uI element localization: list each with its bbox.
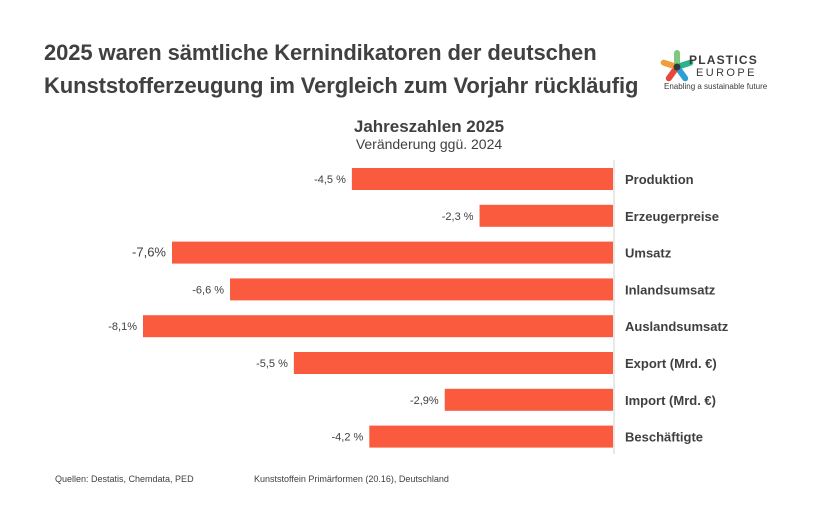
value-label: -6,6 % <box>192 284 224 296</box>
value-label: -2,3 % <box>442 211 474 223</box>
value-label: -7,6% <box>132 245 166 260</box>
value-label: -4,5 % <box>314 174 346 186</box>
chart-subtitle: Veränderung ggü. 2024 <box>355 136 503 152</box>
value-label: -5,5 % <box>256 358 288 370</box>
page-title-line-1: 2025 waren sämtliche Kernindikatoren der… <box>44 40 597 65</box>
bar <box>369 425 613 448</box>
category-label: Umsatz <box>625 246 672 261</box>
value-label: -8,1% <box>108 321 137 333</box>
category-label: Produktion <box>625 172 694 187</box>
page-title: 2025 waren sämtliche Kernindikatoren der… <box>44 36 638 102</box>
value-label: -4,2 % <box>331 432 363 444</box>
bar <box>143 315 613 338</box>
bar <box>444 388 613 411</box>
logo-petal <box>665 67 678 82</box>
category-label: Import (Mrd. €) <box>625 393 716 408</box>
category-label: Export (Mrd. €) <box>625 356 717 371</box>
footer-sources: Quellen: Destatis, Chemdata, PED <box>55 474 194 484</box>
value-label: -2,9% <box>410 395 439 407</box>
chart-title: Jahreszahlen 2025 <box>353 117 505 136</box>
category-label: Inlandsumsatz <box>625 282 716 297</box>
bar <box>172 241 614 264</box>
bar <box>293 352 613 374</box>
logo-tagline: Enabling a sustainable future <box>664 82 768 91</box>
star-logo-icon <box>660 50 694 82</box>
logo-petal <box>660 59 677 69</box>
plastics-europe-logo: PLASTICS EUROPE Enabling a sustainable f… <box>660 48 800 98</box>
logo-petal <box>676 67 689 82</box>
bar <box>351 168 613 190</box>
category-label: Auslandsumsatz <box>625 319 729 334</box>
page-title-line-2: Kunststofferzeugung im Vergleich zum Vor… <box>44 73 639 98</box>
logo-name-line-2: EUROPE <box>696 67 757 79</box>
category-label: Erzeugerpreise <box>625 209 719 224</box>
bar <box>230 278 613 301</box>
bar <box>479 204 613 227</box>
footer-scope: Kunststoffein Primärformen (20.16), Deut… <box>254 474 449 484</box>
category-label: Beschäftigte <box>625 430 703 445</box>
logo-petal <box>677 59 694 69</box>
logo-name-line-1: PLASTICS <box>689 53 758 67</box>
